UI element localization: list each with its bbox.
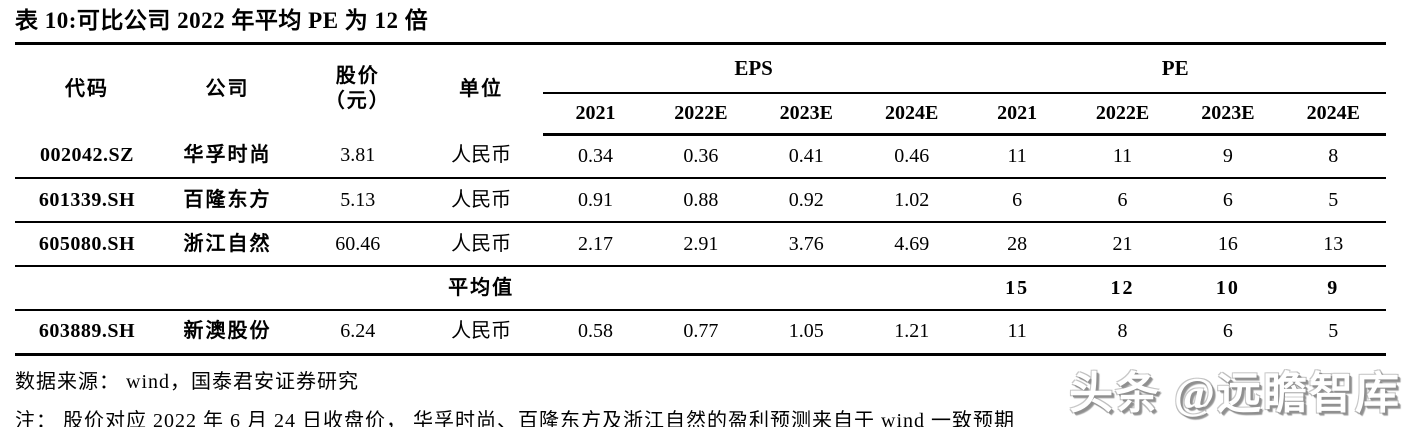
eps-2021: 0.91 bbox=[542, 177, 649, 223]
table-row-bailong: 601339.SH 百隆东方 5.13 人民币 0.91 0.88 0.92 1… bbox=[15, 177, 1386, 223]
stock-code: 601339.SH bbox=[15, 177, 159, 223]
pe-2024e: 5 bbox=[1280, 177, 1386, 223]
eps-2023e: 1.05 bbox=[753, 309, 859, 355]
comparable-companies-table: 代码 公司 股价 （元） 单位 EPS PE 2021 2022E 2023E … bbox=[15, 44, 1386, 356]
header-year-row: 2021 2022E 2023E 2024E 2021 2022E 2023E … bbox=[15, 92, 1386, 136]
pe-2022e: 6 bbox=[1069, 177, 1176, 223]
col-header-price: 股价 （元） bbox=[296, 45, 419, 135]
pe-2021: 11 bbox=[964, 309, 1070, 355]
currency-unit: 人民币 bbox=[451, 144, 512, 167]
empty-cell bbox=[648, 265, 754, 311]
empty-cell bbox=[858, 265, 965, 311]
table-row-huafu: 002042.SZ 华孚时尚 3.81 人民币 0.34 0.36 0.41 0… bbox=[15, 134, 1386, 178]
eps-2024e: 1.02 bbox=[858, 177, 965, 223]
pe-2021: 11 bbox=[1007, 144, 1027, 167]
table-row-xinao: 603889.SH 新澳股份 6.24 人民币 0.58 0.77 1.05 1… bbox=[15, 309, 1386, 355]
company-name: 浙江自然 bbox=[158, 221, 297, 267]
pe-2022e: 21 bbox=[1069, 221, 1176, 267]
eps-year-2023e: 2023E bbox=[753, 92, 859, 136]
empty-cell bbox=[158, 265, 297, 311]
pe-year-2024e: 2024E bbox=[1280, 92, 1386, 136]
pe-2023e: 9 bbox=[1222, 144, 1233, 167]
col-group-eps: EPS bbox=[542, 44, 965, 94]
eps-2021: 0.58 bbox=[542, 309, 649, 355]
stock-code: 605080.SH bbox=[15, 221, 159, 267]
eps-2022e: 0.77 bbox=[648, 309, 754, 355]
avg-pe-2023e: 10 bbox=[1175, 265, 1281, 311]
eps-2024e: 0.46 bbox=[894, 144, 930, 167]
col-group-pe: PE bbox=[964, 44, 1386, 94]
pe-2024e: 8 bbox=[1328, 144, 1339, 167]
currency-unit: 人民币 bbox=[419, 177, 543, 223]
average-label: 平均值 bbox=[419, 265, 543, 311]
table-header: 代码 公司 股价 （元） 单位 EPS PE 2021 2022E 2023E … bbox=[15, 44, 1386, 136]
pe-year-2023e: 2023E bbox=[1175, 92, 1281, 136]
eps-2023e: 0.41 bbox=[788, 144, 824, 167]
pe-year-2022e: 2022E bbox=[1069, 92, 1176, 136]
stock-code: 002042.SZ bbox=[39, 144, 134, 167]
avg-pe-2024e: 9 bbox=[1280, 265, 1386, 311]
eps-2024e: 4.69 bbox=[858, 221, 965, 267]
avg-pe-2022e: 12 bbox=[1069, 265, 1176, 311]
col-header-company: 公司 bbox=[205, 77, 250, 100]
table-body: 002042.SZ 华孚时尚 3.81 人民币 0.34 0.36 0.41 0… bbox=[15, 134, 1386, 355]
company-name: 华孚时尚 bbox=[183, 144, 272, 167]
col-header-code: 代码 bbox=[64, 77, 109, 100]
eps-2021: 0.34 bbox=[577, 144, 613, 167]
eps-2021: 2.17 bbox=[542, 221, 649, 267]
table-title: 表 10:可比公司 2022 年平均 PE 为 12 倍 bbox=[15, 0, 1386, 45]
data-source-text: 数据来源： wind，国泰君安证券研究 bbox=[15, 370, 359, 393]
eps-2022e: 0.88 bbox=[648, 177, 754, 223]
table-row-zhejiang: 605080.SH 浙江自然 60.46 人民币 2.17 2.91 3.76 … bbox=[15, 221, 1386, 267]
eps-2023e: 0.92 bbox=[753, 177, 859, 223]
pe-2024e: 13 bbox=[1280, 221, 1386, 267]
pe-2021: 6 bbox=[964, 177, 1070, 223]
eps-year-2024e: 2024E bbox=[858, 92, 965, 136]
table-row-average: 平均值 15 12 10 9 bbox=[15, 265, 1386, 311]
price-label-line2: （元） bbox=[324, 90, 391, 113]
currency-unit: 人民币 bbox=[419, 309, 543, 355]
currency-unit: 人民币 bbox=[419, 221, 543, 267]
stock-price: 3.81 bbox=[340, 144, 376, 167]
eps-2023e: 3.76 bbox=[753, 221, 859, 267]
pe-2022e: 11 bbox=[1112, 144, 1133, 167]
empty-cell bbox=[296, 265, 420, 311]
eps-year-2021: 2021 bbox=[542, 92, 649, 136]
col-header-unit: 单位 bbox=[459, 77, 504, 100]
avg-pe-2021: 15 bbox=[964, 265, 1070, 311]
empty-cell bbox=[542, 265, 649, 311]
pe-year-2021: 2021 bbox=[964, 92, 1070, 136]
stock-price: 6.24 bbox=[296, 309, 420, 355]
pe-2023e: 6 bbox=[1175, 309, 1281, 355]
content-area: 表 10:可比公司 2022 年平均 PE 为 12 倍 代码 公司 股价 （元… bbox=[15, 0, 1386, 427]
company-name: 新澳股份 bbox=[158, 309, 297, 355]
stock-code: 603889.SH bbox=[15, 309, 159, 355]
empty-cell bbox=[753, 265, 859, 311]
empty-cell bbox=[15, 265, 159, 311]
price-label-line1: 股价 bbox=[335, 65, 380, 88]
pe-2022e: 8 bbox=[1069, 309, 1176, 355]
company-name: 百隆东方 bbox=[158, 177, 297, 223]
note-text: 注： 股价对应 2022 年 6 月 24 日收盘价， 华孚时尚、百隆东方及浙江… bbox=[15, 409, 1015, 427]
header-group-row: 代码 公司 股价 （元） 单位 EPS PE bbox=[15, 44, 1386, 112]
eps-2024e: 1.21 bbox=[858, 309, 965, 355]
pe-2021: 28 bbox=[964, 221, 1070, 267]
stock-price: 60.46 bbox=[296, 221, 420, 267]
eps-2022e: 2.91 bbox=[648, 221, 754, 267]
stock-price: 5.13 bbox=[296, 177, 420, 223]
eps-year-2022e: 2022E bbox=[648, 92, 754, 136]
pe-2023e: 16 bbox=[1175, 221, 1281, 267]
pe-2024e: 5 bbox=[1280, 309, 1386, 355]
eps-2022e: 0.36 bbox=[683, 144, 719, 167]
pe-2023e: 6 bbox=[1175, 177, 1281, 223]
